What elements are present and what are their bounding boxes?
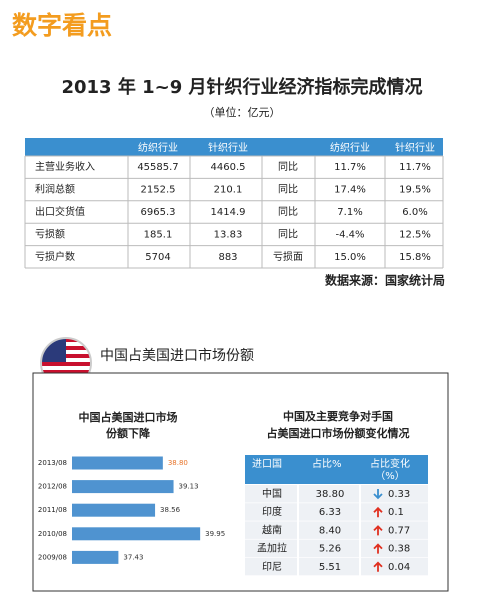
- chart-title: 份额下降: [106, 426, 151, 440]
- trend-arrow: [373, 506, 383, 518]
- table-cell: 7.1%: [337, 207, 362, 218]
- trend-arrow: [373, 561, 383, 572]
- table-cell: 13.83: [214, 229, 243, 240]
- table-cell: 利润总额: [35, 183, 75, 196]
- table-cell: 主营业务收入: [35, 160, 95, 173]
- share-header: 占比变化: [370, 457, 410, 470]
- share-cell: 0.04: [388, 562, 410, 573]
- table-header: 针织行业: [208, 141, 248, 154]
- table-cell: 185.1: [144, 229, 173, 240]
- share-cell: 0.77: [388, 525, 410, 536]
- share-row-bg: [245, 485, 428, 503]
- table-cell: 同比: [278, 228, 298, 240]
- share-cell: 8.40: [319, 525, 341, 536]
- source: 数据来源：国家统计局: [325, 273, 445, 288]
- table-cell: 亏损额: [35, 227, 65, 240]
- bar: [72, 503, 156, 517]
- trend-arrow: [373, 489, 383, 500]
- table-cell: 883: [218, 252, 237, 263]
- table-cell: 亏损户数: [35, 250, 75, 263]
- bar: [72, 480, 174, 494]
- share-cell: 6.33: [319, 507, 341, 518]
- share-cell: 印度: [262, 505, 282, 518]
- share-header: 占比%: [312, 457, 342, 470]
- share-cell: 中国: [262, 487, 282, 500]
- share-row-bg: [245, 557, 428, 576]
- share-title: 中国及主要竞争对手国: [283, 409, 393, 423]
- table-cell: 同比: [278, 184, 298, 196]
- share-cell: 0.1: [388, 507, 404, 518]
- table-cell: 210.1: [214, 185, 243, 196]
- trend-arrow: [373, 525, 383, 536]
- bar-label: 39.95: [205, 530, 225, 538]
- share-header-bg: [245, 455, 428, 484]
- table-cell: 1414.9: [211, 207, 246, 218]
- table-cell: 11.7%: [399, 162, 431, 173]
- chart-title: 中国占美国进口市场: [79, 410, 178, 424]
- category-label: 2013/08: [38, 459, 67, 467]
- table-cell: 11.7%: [334, 162, 366, 173]
- share-header: 进口国: [252, 458, 282, 470]
- table-cell: -4.4%: [335, 229, 364, 240]
- share-cell: 越南: [262, 523, 282, 536]
- bar: [72, 456, 163, 470]
- section-title: 中国占美国进口市场份额: [100, 347, 254, 364]
- table-cell: 17.4%: [334, 185, 366, 196]
- share-cell: 0.38: [388, 544, 410, 555]
- subtitle: （单位：亿元）: [204, 105, 281, 119]
- table-header-bg: [25, 138, 443, 156]
- share-cell: 印尼: [262, 561, 282, 573]
- share-cell: 5.51: [319, 562, 341, 573]
- table-cell: 6965.3: [141, 207, 176, 218]
- table-cell: 出口交货值: [35, 205, 85, 218]
- trend-arrow: [373, 543, 383, 554]
- table-header: 纺织行业: [330, 141, 370, 154]
- share-cell: 5.26: [319, 544, 341, 555]
- bar: [72, 527, 201, 541]
- share-row-bg: [245, 521, 428, 539]
- bar: [72, 550, 119, 564]
- category-label: 2012/08: [38, 483, 67, 491]
- bar-label: 38.80: [168, 459, 188, 467]
- table-cell: 4460.5: [211, 162, 246, 173]
- share-cell: 0.33: [388, 489, 410, 500]
- table-cell: 亏损面: [273, 250, 303, 263]
- table-cell: 15.0%: [334, 252, 366, 263]
- table-cell: 5704: [145, 252, 170, 263]
- table-cell: 19.5%: [399, 185, 431, 196]
- bar-label: 38.56: [160, 506, 181, 514]
- table-cell: 2152.5: [141, 185, 176, 196]
- bar-label: 37.43: [123, 553, 143, 561]
- table-cell: 同比: [278, 161, 298, 173]
- title: 2013 年 1~9 月针织行业经济指标完成情况: [61, 76, 422, 98]
- table-cell: 15.8%: [399, 252, 431, 263]
- table-cell: 12.5%: [399, 229, 431, 240]
- share-cell: 孟加拉: [257, 542, 287, 555]
- category-label: 2009/08: [38, 553, 67, 561]
- share-row-bg: [245, 539, 428, 558]
- share-cell: 38.80: [316, 489, 345, 500]
- table-header: 针织行业: [395, 141, 435, 154]
- table-cell: 同比: [278, 206, 298, 218]
- bar-label: 39.13: [179, 483, 199, 491]
- brand: 数字看点: [12, 11, 112, 40]
- table-cell: 6.0%: [402, 207, 427, 218]
- table-cell: 45585.7: [137, 162, 178, 173]
- table-header: 纺织行业: [138, 141, 178, 154]
- share-header: （%）: [375, 470, 405, 482]
- category-label: 2011/08: [38, 506, 67, 514]
- share-title: 占美国进口市场份额变化情况: [267, 426, 410, 440]
- share-row-bg: [245, 503, 428, 521]
- category-label: 2010/08: [38, 530, 67, 538]
